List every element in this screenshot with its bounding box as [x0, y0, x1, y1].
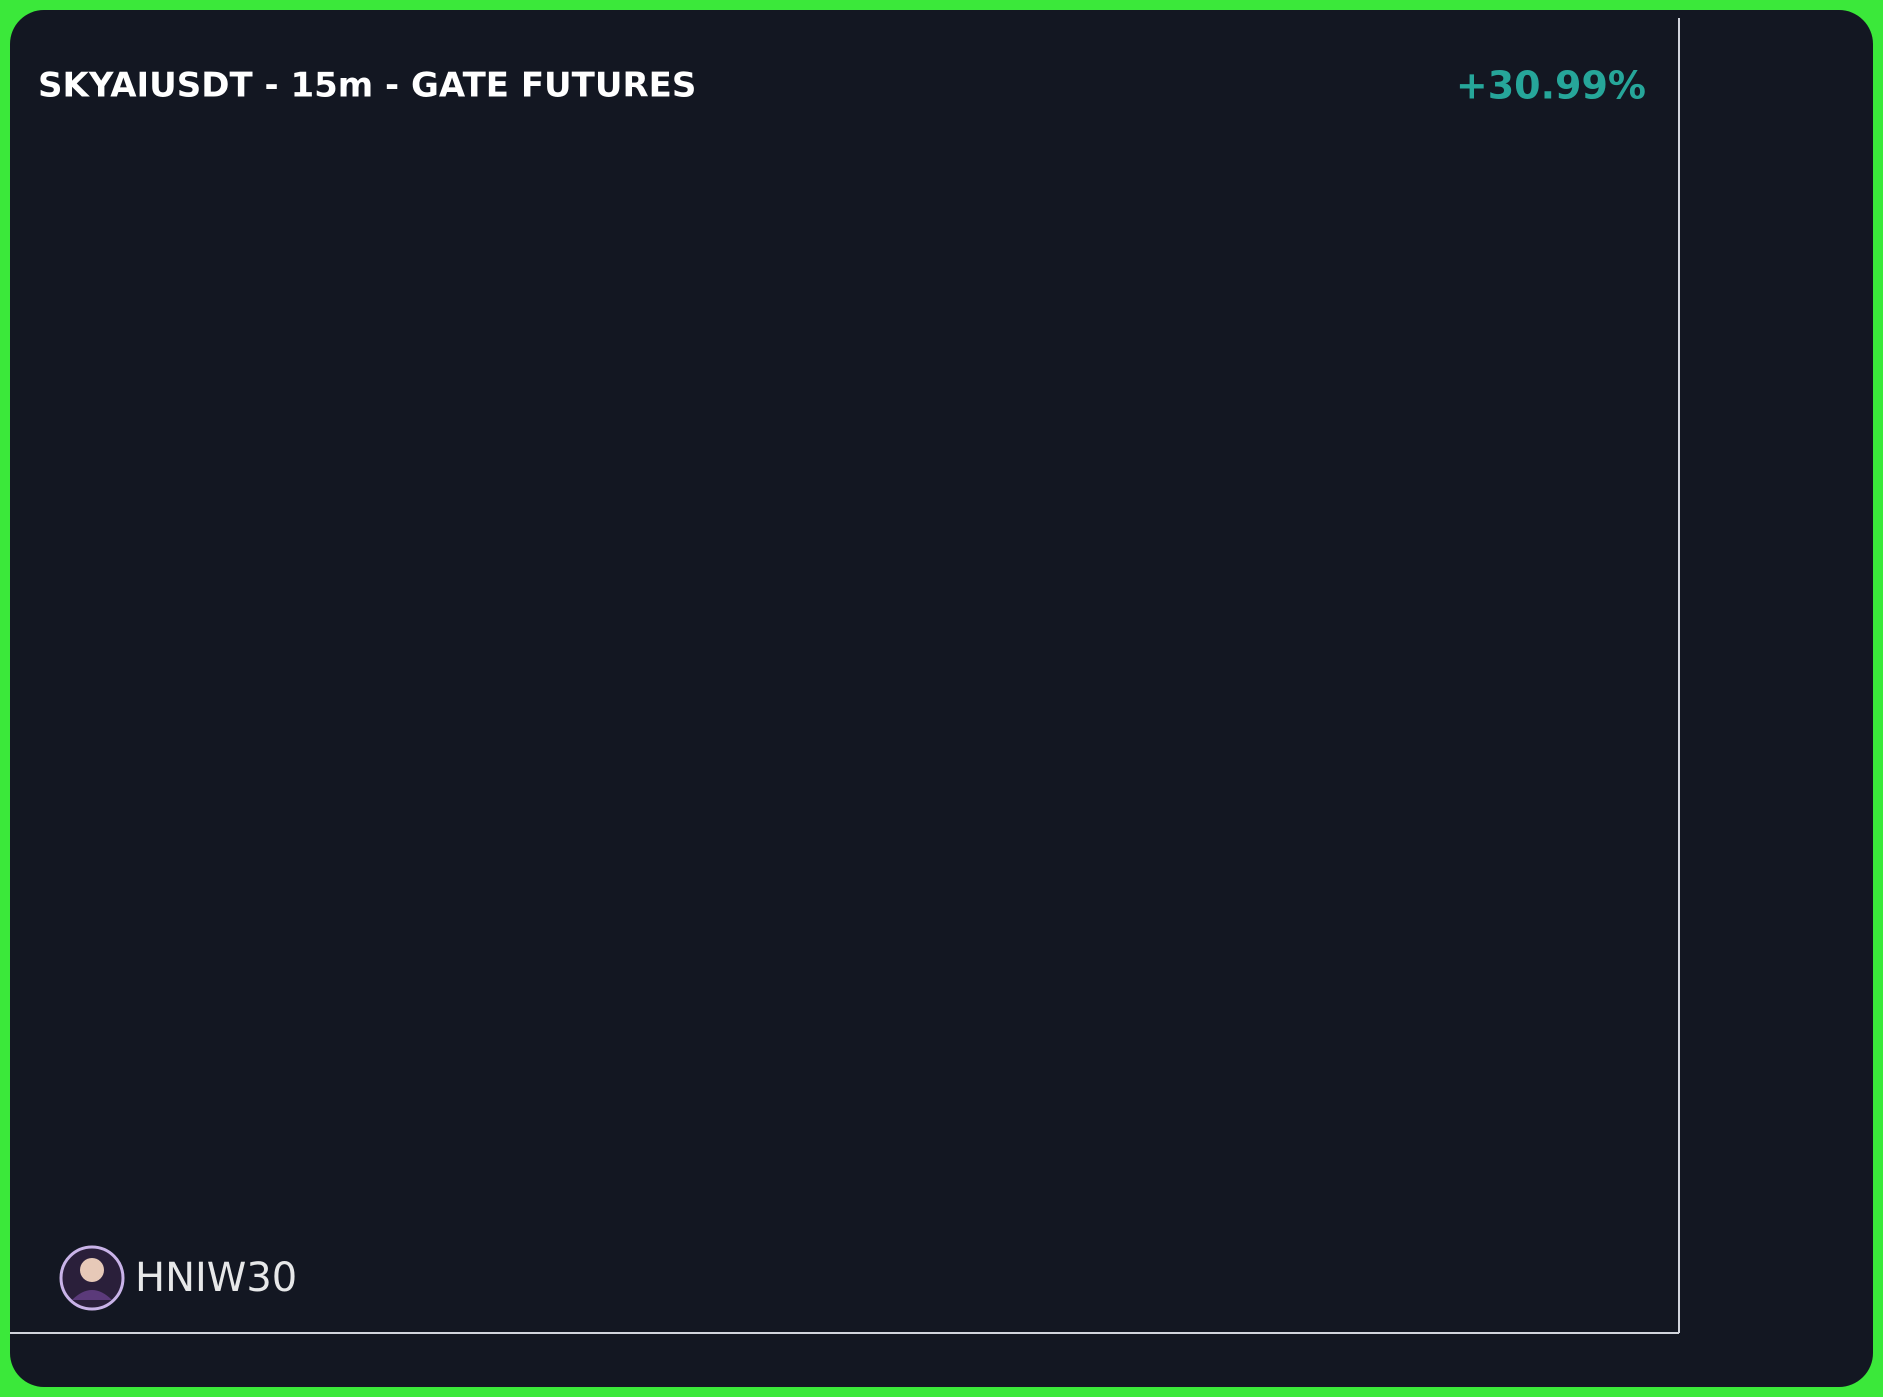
watermark: HNIW30	[135, 1255, 297, 1301]
chart-panel	[10, 10, 1873, 1387]
watermark-group: HNIW30	[59, 1245, 297, 1311]
axes	[10, 18, 1680, 1334]
gain-label: +30.99%	[1456, 64, 1646, 108]
avatar-body	[72, 1290, 112, 1300]
avatar-face	[80, 1258, 104, 1282]
chart-title: SKYAIUSDT - 15m - GATE FUTURES	[38, 66, 696, 106]
